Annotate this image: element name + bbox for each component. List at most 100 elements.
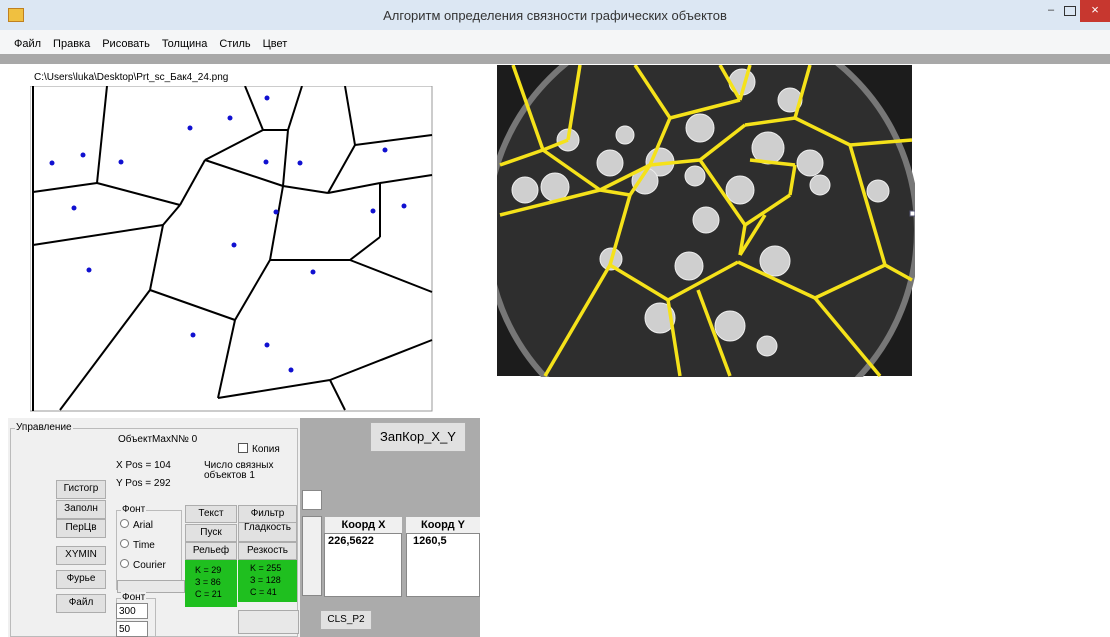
boundary-edge bbox=[738, 224, 747, 256]
canvas-frame bbox=[30, 86, 433, 412]
menu-item[interactable]: Файл bbox=[14, 38, 42, 50]
action-button[interactable]: Файл bbox=[56, 594, 106, 613]
resize-handle[interactable] bbox=[909, 210, 915, 217]
save-coords-button[interactable]: ЗапКор_X_Y bbox=[370, 422, 466, 452]
boundary-edge bbox=[633, 65, 672, 119]
smooth-button[interactable]: Гладкость bbox=[238, 522, 297, 542]
voronoi-edge bbox=[354, 134, 433, 146]
radio-option[interactable]: Arial bbox=[120, 519, 153, 531]
boundary-edge bbox=[813, 296, 882, 377]
grid-cell[interactable]: 226,5622 bbox=[324, 533, 402, 597]
voronoi-edge bbox=[349, 236, 381, 261]
control-panel: Управление ОбъектMaxN№ 0 Копия X Pos = 1… bbox=[8, 418, 300, 637]
text-field[interactable]: 50 bbox=[116, 621, 148, 637]
radio-circle bbox=[120, 559, 129, 568]
start-button[interactable]: Пуск bbox=[185, 524, 237, 542]
menu-item[interactable]: Цвет bbox=[262, 38, 288, 50]
voronoi-edge bbox=[349, 259, 433, 293]
menu-item[interactable]: Стиль bbox=[219, 38, 251, 50]
site-point bbox=[80, 152, 86, 158]
cls-button[interactable]: CLS_P2 bbox=[320, 610, 372, 630]
radio-option[interactable]: Time bbox=[120, 539, 155, 551]
colony bbox=[596, 149, 624, 177]
boundary-edge bbox=[749, 158, 796, 167]
boundary-edge bbox=[543, 264, 612, 377]
boundary-edge bbox=[608, 194, 632, 266]
colony bbox=[751, 131, 785, 165]
relief-button[interactable]: Рельеф bbox=[185, 542, 237, 560]
action-button[interactable]: ПерЦв bbox=[56, 519, 106, 538]
x-pos-label: X Pos = 104 bbox=[116, 460, 171, 471]
photo-canvas bbox=[497, 65, 915, 377]
value-line: K = 255 bbox=[250, 563, 282, 573]
colony bbox=[777, 87, 803, 113]
sharpness-button[interactable]: Резкость bbox=[238, 542, 297, 560]
maximize-button[interactable] bbox=[1064, 6, 1076, 16]
action-button[interactable]: Фурье bbox=[56, 570, 106, 589]
colony bbox=[725, 175, 755, 205]
scrollbar[interactable] bbox=[238, 610, 299, 634]
colony bbox=[674, 251, 704, 281]
scrollbar[interactable] bbox=[117, 580, 185, 593]
filter-button[interactable]: Фильтр bbox=[238, 505, 297, 523]
colony bbox=[756, 335, 778, 357]
site-point bbox=[264, 342, 270, 348]
colony bbox=[796, 149, 824, 177]
voronoi-edge bbox=[287, 86, 303, 131]
boundary-edge bbox=[698, 159, 747, 226]
colony bbox=[809, 174, 831, 196]
file-path: C:\Users\luka\Desktop\Prt_sc_Бак4_24.png bbox=[34, 72, 229, 83]
voronoi-edge bbox=[149, 289, 236, 321]
object-max-label: ОбъектMaxN№ 0 bbox=[118, 434, 198, 445]
boundary-edge bbox=[669, 98, 741, 120]
boundary-edge bbox=[744, 116, 796, 127]
voronoi-edge bbox=[32, 224, 164, 246]
menu-item[interactable]: Толщина bbox=[161, 38, 208, 50]
voronoi-edge bbox=[217, 379, 331, 399]
value-line: K = 29 bbox=[195, 565, 222, 575]
value-line: C = 41 bbox=[250, 587, 277, 597]
value-line: З = 128 bbox=[250, 575, 281, 585]
grid-header: Коорд X bbox=[325, 517, 402, 533]
sharpness-values: K = 255 З = 128 C = 41 bbox=[238, 560, 297, 602]
text-field[interactable]: 300 bbox=[116, 603, 148, 619]
menu-item[interactable]: Рисовать bbox=[102, 38, 150, 50]
site-point bbox=[227, 115, 233, 121]
voronoi-edge bbox=[269, 185, 284, 261]
grid-header: Коорд Y bbox=[406, 517, 480, 533]
voronoi-edge bbox=[282, 129, 289, 187]
boundary-edge bbox=[666, 299, 682, 377]
menu-item[interactable]: Правка bbox=[53, 38, 91, 50]
voronoi-edge bbox=[217, 319, 236, 399]
site-point bbox=[190, 332, 196, 338]
group-title: Управление bbox=[15, 422, 73, 433]
grid-cell[interactable]: 1260,5 bbox=[406, 533, 480, 597]
close-button[interactable]: × bbox=[1080, 0, 1110, 22]
action-button[interactable]: XYMIN bbox=[56, 546, 106, 565]
radio-option[interactable]: Courier bbox=[120, 559, 166, 571]
value-line: З = 86 bbox=[195, 577, 221, 587]
copy-checkbox[interactable]: Копия bbox=[238, 443, 280, 455]
voronoi-edge bbox=[204, 159, 284, 187]
voronoi-edge bbox=[327, 144, 356, 194]
boundary-edge bbox=[744, 193, 791, 227]
boundary-edge bbox=[814, 263, 886, 300]
boundary-edge bbox=[788, 164, 797, 196]
voronoi-edge bbox=[162, 204, 181, 226]
text-button[interactable]: Текст bbox=[185, 505, 237, 523]
action-button[interactable]: Заполн bbox=[56, 500, 106, 519]
colony bbox=[759, 245, 791, 277]
site-point bbox=[231, 242, 237, 248]
voronoi-edge bbox=[244, 86, 264, 131]
boundary-edge bbox=[718, 65, 742, 101]
connected-label: Число связных bbox=[204, 460, 274, 471]
voronoi-edge bbox=[179, 159, 206, 206]
small-box bbox=[302, 490, 322, 510]
boundary-edge bbox=[794, 116, 851, 147]
copy-label: Копия bbox=[252, 444, 280, 455]
colony bbox=[714, 310, 746, 342]
action-button[interactable]: Гистогр bbox=[56, 480, 106, 499]
site-point bbox=[273, 209, 279, 215]
minimize-button[interactable]: – bbox=[1047, 4, 1055, 16]
boundary-edge bbox=[599, 188, 631, 197]
